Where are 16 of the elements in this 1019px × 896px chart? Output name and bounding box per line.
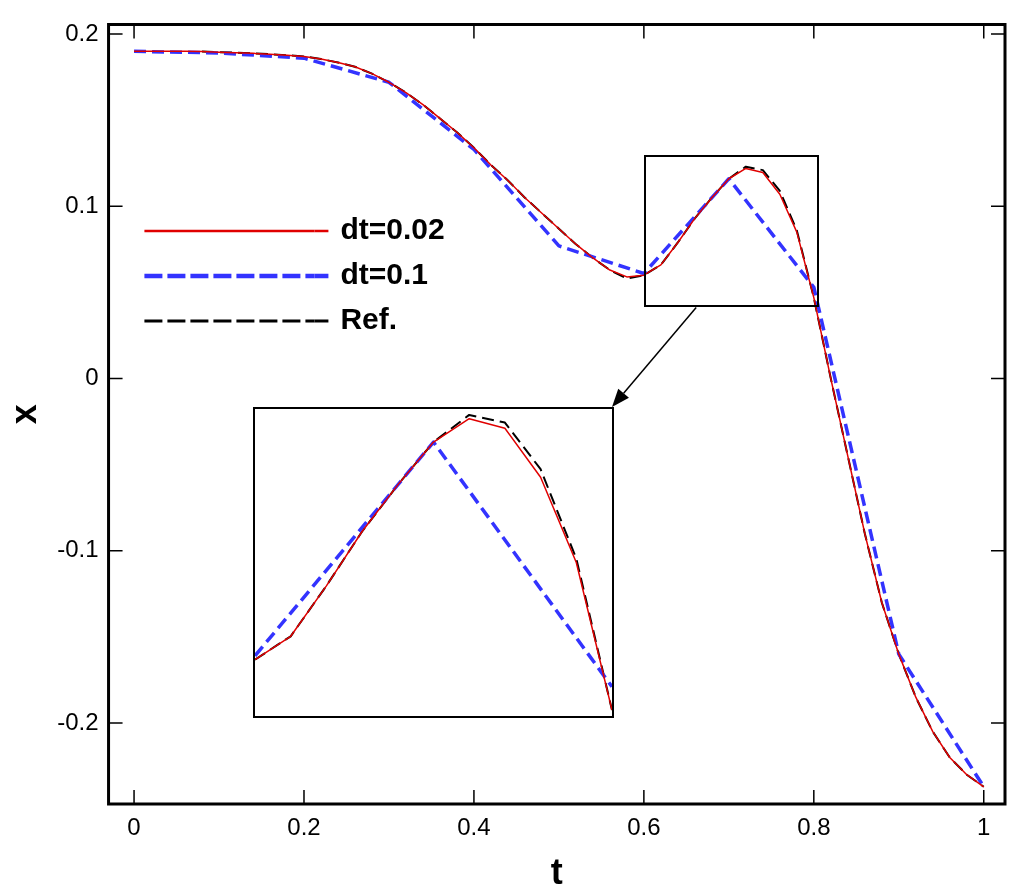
y-tick-label: -0.1: [57, 535, 99, 563]
y-axis-title: x: [2, 404, 44, 425]
x-tick-label: 0.8: [797, 813, 831, 841]
x-tick-label: 0.4: [457, 813, 491, 841]
legend-label: dt=0.1: [340, 257, 428, 291]
legend-label: dt=0.02: [340, 212, 445, 246]
y-tick-label: 0: [85, 363, 99, 391]
y-tick-label: 0.2: [65, 18, 99, 46]
legend-label: Ref.: [340, 302, 398, 336]
x-tick-label: 0: [127, 813, 141, 841]
x-tick-label: 0.6: [627, 813, 661, 841]
x-tick-label: 1: [977, 813, 991, 841]
y-tick-label: -0.2: [57, 707, 99, 735]
x-tick-label: 0.2: [287, 813, 321, 841]
x-axis-title: t: [550, 851, 563, 893]
y-tick-label: 0.1: [65, 190, 99, 218]
